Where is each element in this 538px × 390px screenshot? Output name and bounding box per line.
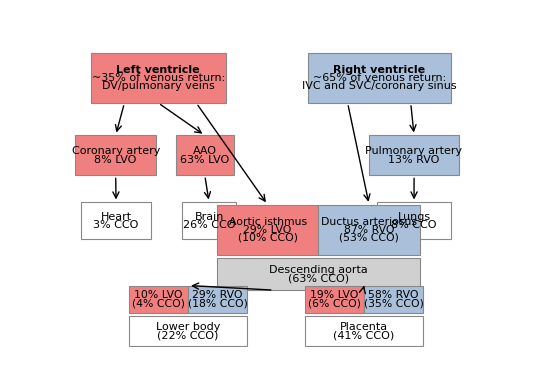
Bar [129,316,247,346]
Bar [81,202,151,239]
Bar [364,285,423,313]
Text: AAO: AAO [193,146,217,156]
Text: Lungs: Lungs [398,212,430,222]
Text: Brain: Brain [194,212,224,222]
Text: 26% CCO: 26% CCO [183,220,235,230]
Bar [305,285,364,313]
Text: Right ventricle: Right ventricle [333,65,425,74]
Text: Left ventricle: Left ventricle [117,65,200,74]
Text: DV/pulmonary veins: DV/pulmonary veins [102,81,215,91]
Text: ~65% of venous return:: ~65% of venous return: [313,73,446,83]
Text: (53% CCO): (53% CCO) [339,233,399,243]
Bar [377,202,451,239]
Bar [217,258,420,290]
Bar [188,285,247,313]
Text: 8% CCO: 8% CCO [391,220,437,230]
Bar [217,205,318,255]
Text: 3% CCO: 3% CCO [94,220,139,230]
Text: 63% LVO: 63% LVO [180,154,229,165]
Bar [308,53,451,103]
Text: 10% LVO: 10% LVO [134,290,183,300]
Text: Pulmonary artery: Pulmonary artery [365,146,463,156]
Bar [318,205,420,255]
Text: (35% CCO): (35% CCO) [364,298,423,308]
Text: ~35% of venous return:: ~35% of venous return: [91,73,225,83]
Text: (63% CCO): (63% CCO) [288,273,349,283]
Text: Ductus arteriosus: Ductus arteriosus [321,216,417,227]
Bar [370,135,458,176]
Text: 58% RVO: 58% RVO [369,290,419,300]
Text: (6% CCO): (6% CCO) [308,298,361,308]
Text: 13% RVO: 13% RVO [388,154,440,165]
Text: (18% CCO): (18% CCO) [188,298,247,308]
Bar [75,135,157,176]
Text: Descending aorta: Descending aorta [269,265,368,275]
Text: (10% CCO): (10% CCO) [238,233,298,243]
Bar [176,135,234,176]
Text: 8% LVO: 8% LVO [95,154,137,165]
Bar [305,316,423,346]
Text: 29% RVO: 29% RVO [193,290,243,300]
Text: Lower body: Lower body [156,322,221,332]
Text: Coronary artery: Coronary artery [72,146,160,156]
Bar [182,202,236,239]
Text: 87% RVO: 87% RVO [344,225,394,235]
Text: (41% CCO): (41% CCO) [334,330,395,340]
Bar [90,53,226,103]
Text: (4% CCO): (4% CCO) [132,298,185,308]
Text: 19% LVO: 19% LVO [310,290,359,300]
Text: IVC and SVC/coronary sinus: IVC and SVC/coronary sinus [302,81,457,91]
Bar [129,285,188,313]
Text: Placenta: Placenta [340,322,388,332]
Text: 29% LVO: 29% LVO [243,225,292,235]
Text: (22% CCO): (22% CCO) [158,330,219,340]
Text: Aortic isthmus: Aortic isthmus [229,216,307,227]
Text: Heart: Heart [101,212,132,222]
